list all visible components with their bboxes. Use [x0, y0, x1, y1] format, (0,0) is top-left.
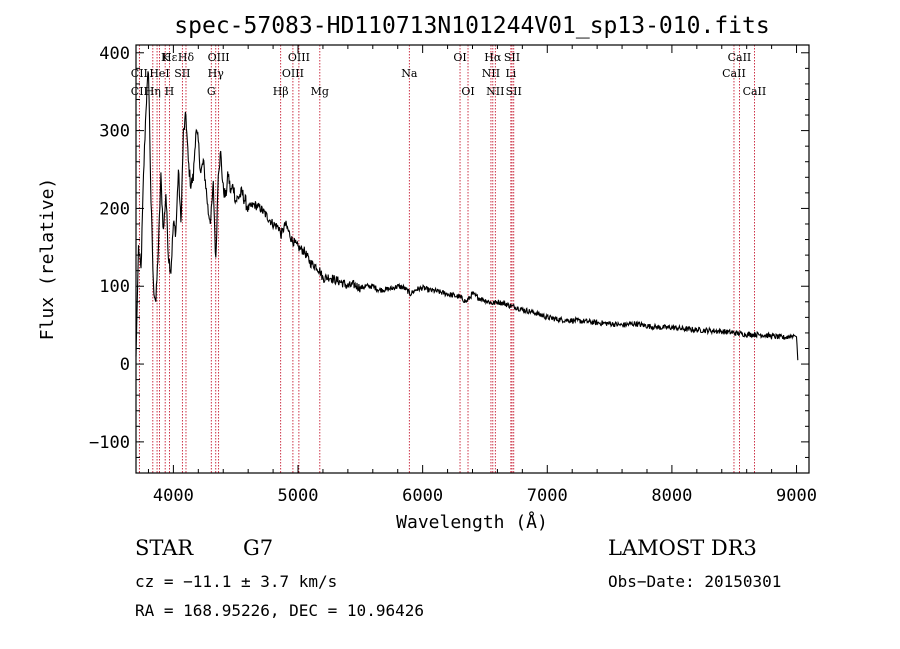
spectral-line-label: K	[161, 51, 170, 64]
spectral-line-label: CII	[131, 85, 148, 98]
x-tick-label: 6000	[402, 486, 443, 506]
spectral-line-label: CaII	[728, 51, 752, 64]
spectral-line-label: CaII	[722, 67, 746, 80]
spectral-line-label: Na	[401, 67, 418, 80]
spectral-line-label: OIII	[288, 51, 310, 64]
spectral-line-label: Li	[505, 67, 516, 80]
x-tick-label: 8000	[651, 486, 692, 506]
spectral-line-label: SII	[174, 67, 190, 80]
spectrum-series-line	[135, 71, 799, 361]
y-tick-label: 400	[99, 44, 130, 64]
x-axis-label: Wavelength (Å)	[396, 511, 548, 533]
axis-ticks: 4000 5000 6000 7000 8000 9000 −100 0 100 200 300 40…	[89, 44, 817, 506]
y-tick-label: 0	[120, 355, 130, 375]
spectral-line-label: Hα	[484, 51, 502, 64]
spectral-line-label: H	[165, 85, 175, 98]
object-subclass: G7	[243, 536, 274, 560]
spectral-line-label: HeI	[149, 67, 169, 80]
y-tick-label: 300	[99, 122, 130, 142]
spectral-line-label: G	[207, 85, 216, 98]
spectral-line-label: Hδ	[178, 51, 195, 64]
object-class: STAR	[135, 536, 194, 560]
survey-name: LAMOST DR3	[608, 536, 757, 560]
spectral-line-label: Hε	[162, 51, 178, 64]
y-axis-label: Flux (relative)	[37, 178, 58, 341]
spectral-line-label: NII	[482, 67, 500, 80]
x-tick-label: 7000	[527, 486, 568, 506]
spectral-line-label: OIII	[208, 51, 230, 64]
redshift-text: cz = −11.1 ± 3.7 km/s	[135, 572, 338, 591]
spectral-line-label: Hβ	[273, 85, 289, 98]
y-tick-label: 100	[99, 277, 130, 297]
spectral-line-label: OIII	[282, 67, 304, 80]
spectral-line-label: SII	[506, 85, 522, 98]
spectral-line-label: SII	[504, 51, 520, 64]
spectral-line-markers	[138, 45, 755, 473]
x-tick-label: 4000	[153, 486, 194, 506]
spectral-line-label: NII	[486, 85, 504, 98]
y-tick-label: −100	[89, 433, 130, 453]
spectral-line-label: CII	[131, 67, 148, 80]
obs-date-text: Obs−Date: 20150301	[608, 572, 782, 591]
y-tick-label: 200	[99, 199, 130, 219]
spectral-line-label: Hγ	[208, 67, 225, 80]
plot-frame	[135, 44, 810, 474]
x-tick-label: 9000	[776, 486, 817, 506]
coordinates-text: RA = 168.95226, DEC = 10.96426	[135, 601, 424, 620]
spectral-line-label: OI	[453, 51, 466, 64]
chart-title: spec-57083-HD110713N101244V01_sp13-010.f…	[174, 13, 769, 39]
spectral-line-label: OI	[461, 85, 474, 98]
spectral-line-label: Mg	[311, 85, 329, 98]
spectral-line-label: CaII	[743, 85, 767, 98]
x-tick-label: 5000	[278, 486, 319, 506]
